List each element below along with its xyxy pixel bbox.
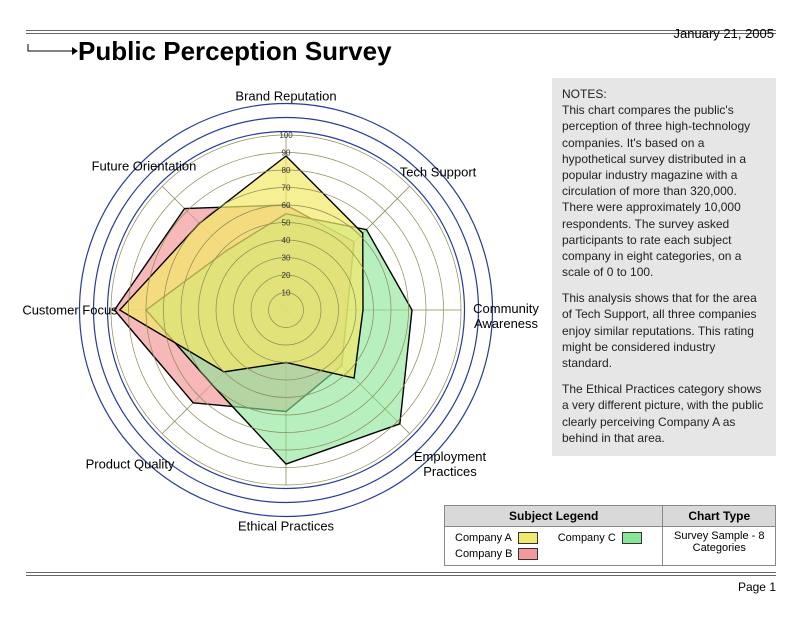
notes-paragraph-2: This analysis shows that for the area of…: [562, 290, 766, 371]
svg-text:20: 20: [282, 271, 291, 280]
legend-chart-type-header: Chart Type: [663, 506, 776, 527]
radar-chart-container: 10 20 30 40 50 60 70 80 90 100 Brand Reputation Te…: [26, 78, 546, 566]
main-content: 10 20 30 40 50 60 70 80 90 100 Brand Reputation Te…: [26, 78, 776, 566]
legend-label-c: Company C: [554, 532, 616, 544]
svg-text:70: 70: [282, 184, 291, 193]
page-number: Page 1: [26, 580, 776, 594]
svg-text:90: 90: [282, 149, 291, 158]
notes-paragraph-1: This chart compares the public's percept…: [562, 102, 766, 280]
bottom-rule: [26, 572, 776, 576]
axis-label: Tech Support: [400, 165, 477, 180]
page-title: Public Perception Survey: [78, 36, 392, 67]
legend-chart-type-cell: Survey Sample - 8 Categories: [663, 527, 776, 566]
top-rule: [26, 30, 776, 34]
legend-swatch-c: [622, 532, 642, 544]
svg-text:100: 100: [279, 131, 293, 140]
axis-label: Product Quality: [86, 457, 175, 472]
right-column: NOTES: This chart compares the public's …: [546, 78, 776, 566]
axis-label: Brand Reputation: [235, 89, 336, 104]
svg-text:30: 30: [282, 254, 291, 263]
svg-text:50: 50: [282, 219, 291, 228]
title-arrow-connector: [26, 44, 78, 58]
legend-item-company-c: Company C: [554, 532, 657, 544]
svg-text:10: 10: [282, 289, 291, 298]
axis-label: Future Orientation: [92, 159, 197, 174]
svg-text:40: 40: [282, 236, 291, 245]
axis-label: Ethical Practices: [238, 519, 334, 534]
report-date: January 21, 2005: [674, 26, 774, 41]
header: Public Perception Survey January 21, 200…: [26, 38, 776, 78]
svg-text:80: 80: [282, 166, 291, 175]
axis-label: Customer Focus: [22, 303, 117, 318]
notes-heading: NOTES:: [562, 87, 607, 101]
notes-panel: NOTES: This chart compares the public's …: [552, 78, 776, 456]
notes-paragraph-3: The Ethical Practices category shows a v…: [562, 381, 766, 446]
svg-text:60: 60: [282, 201, 291, 210]
axis-label: Employment Practices: [405, 449, 495, 479]
axis-label: Community Awareness: [461, 301, 551, 331]
